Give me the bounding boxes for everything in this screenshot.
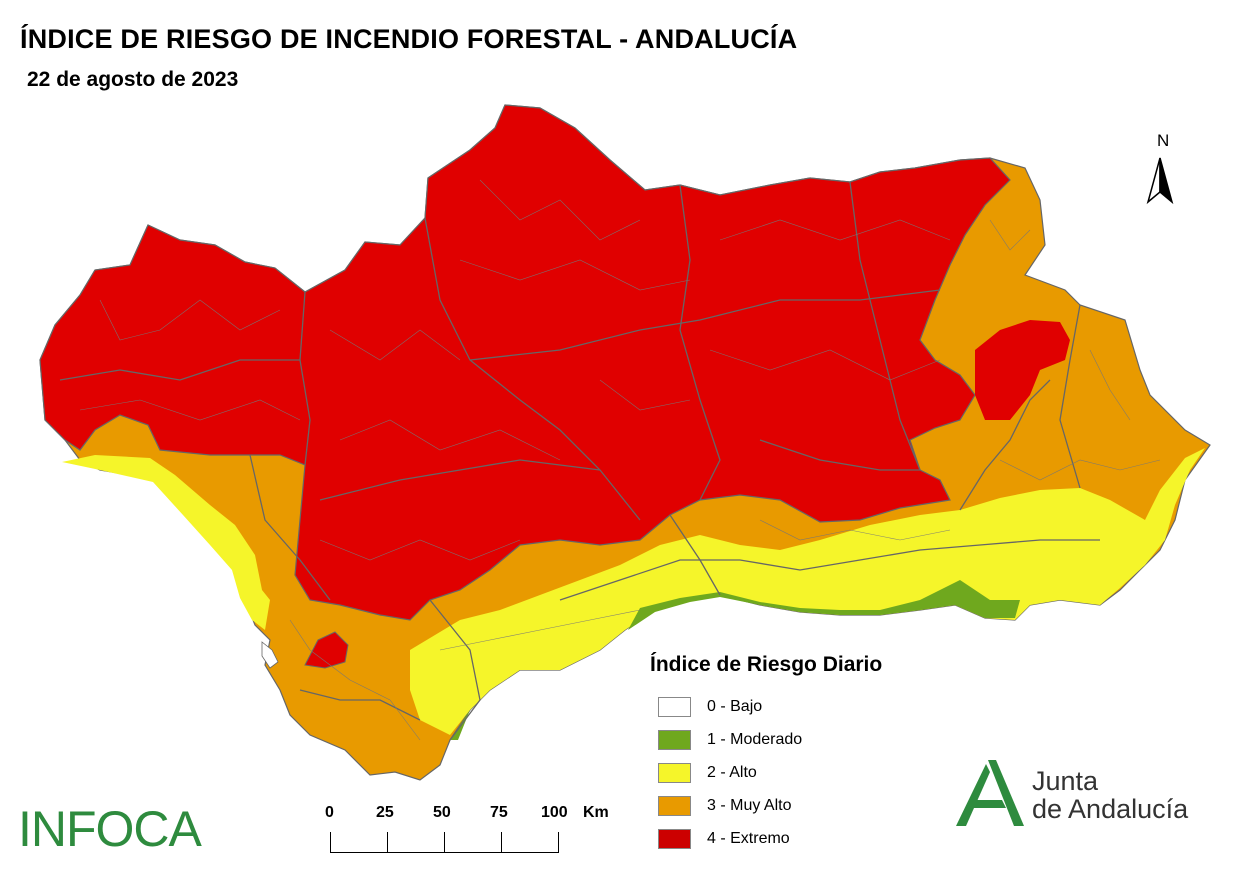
legend-swatch bbox=[658, 829, 691, 849]
region-alto-south bbox=[410, 448, 1205, 735]
region-extremo bbox=[39, 104, 1011, 621]
legend-label: 4 - Extremo bbox=[707, 830, 790, 847]
region-extremo-east bbox=[975, 320, 1070, 420]
estuary bbox=[261, 641, 279, 669]
scale-bar: 0 25 50 75 100 Km bbox=[320, 800, 620, 860]
scale-tick bbox=[330, 832, 331, 853]
scale-label-0: 0 bbox=[325, 804, 334, 821]
junta-text-line1: Junta bbox=[1032, 766, 1099, 796]
scale-tick bbox=[501, 832, 502, 853]
scale-tick bbox=[558, 832, 559, 853]
region-alto-coast bbox=[62, 455, 270, 630]
legend-swatch bbox=[658, 796, 691, 816]
scale-tick bbox=[444, 832, 445, 853]
scale-unit: Km bbox=[583, 804, 609, 821]
legend-swatch bbox=[658, 697, 691, 717]
legend-title: Índice de Riesgo Diario bbox=[650, 653, 883, 676]
north-arrow-icon bbox=[1146, 157, 1174, 205]
legend: Índice de Riesgo Diario 0 - Bajo 1 - Mod… bbox=[650, 653, 940, 862]
legend-swatch bbox=[658, 730, 691, 750]
region-extremo-southwest bbox=[304, 631, 349, 669]
legend-item-extremo: 4 - Extremo bbox=[650, 829, 940, 862]
junta-emblem-icon bbox=[956, 760, 1024, 826]
map-title: ÍNDICE DE RIESGO DE INCENDIO FORESTAL - … bbox=[20, 24, 798, 54]
legend-label: 1 - Moderado bbox=[707, 731, 803, 748]
legend-label: 2 - Alto bbox=[707, 764, 757, 781]
scale-label-50: 50 bbox=[433, 804, 451, 821]
region-moderado bbox=[628, 580, 1020, 630]
legend-item-bajo: 0 - Bajo bbox=[650, 697, 940, 730]
junta-text-line2: de Andalucía bbox=[1032, 794, 1189, 824]
legend-label: 0 - Bajo bbox=[707, 698, 763, 715]
scale-tick bbox=[387, 832, 388, 853]
legend-item-alto: 2 - Alto bbox=[650, 763, 940, 796]
scale-label-25: 25 bbox=[376, 804, 394, 821]
province-borders bbox=[59, 181, 1100, 741]
legend-label: 3 - Muy Alto bbox=[707, 797, 792, 814]
junta-de-andalucia-logo: Junta de Andalucía bbox=[948, 758, 1218, 833]
scale-label-100: 100 bbox=[541, 804, 568, 821]
infoca-logo: INFOCA bbox=[18, 801, 202, 857]
north-label: N bbox=[1157, 131, 1170, 150]
scale-label-75: 75 bbox=[490, 804, 508, 821]
map-date: 22 de agosto de 2023 bbox=[27, 68, 239, 91]
municipal-borders bbox=[79, 179, 1161, 741]
legend-swatch bbox=[658, 763, 691, 783]
legend-item-muy-alto: 3 - Muy Alto bbox=[650, 796, 940, 829]
legend-item-moderado: 1 - Moderado bbox=[650, 730, 940, 763]
